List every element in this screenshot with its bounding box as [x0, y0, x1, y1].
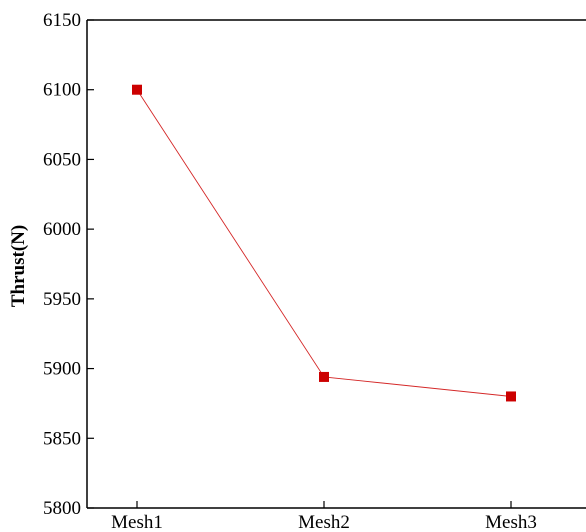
plot-frame — [86, 19, 586, 509]
data-point-marker — [506, 391, 516, 402]
data-point-marker — [319, 371, 329, 382]
y-tick-label: 6150 — [43, 10, 81, 31]
x-tick-label: Mesh2 — [298, 512, 350, 532]
y-tick-label: 5900 — [43, 359, 81, 380]
y-tick-label: 5800 — [43, 498, 81, 519]
y-tick-label: 6050 — [43, 149, 81, 170]
x-tick-label: Mesh1 — [111, 512, 163, 532]
series-line — [136, 89, 512, 397]
y-tick-label: 6000 — [43, 219, 81, 240]
x-axis: Mesh1 Mesh2 Mesh3 — [111, 501, 537, 532]
x-tick-label: Mesh3 — [485, 512, 537, 532]
y-axis: 5800 5850 5900 5950 6000 6050 6100 6150 — [43, 10, 94, 519]
y-axis-title: Thrust(N) — [8, 225, 29, 307]
y-tick-label: 5850 — [43, 428, 81, 449]
data-point-marker — [132, 84, 142, 95]
y-tick-label: 5950 — [43, 289, 81, 310]
series-layer — [132, 84, 516, 402]
y-tick-label: 6100 — [43, 80, 81, 101]
